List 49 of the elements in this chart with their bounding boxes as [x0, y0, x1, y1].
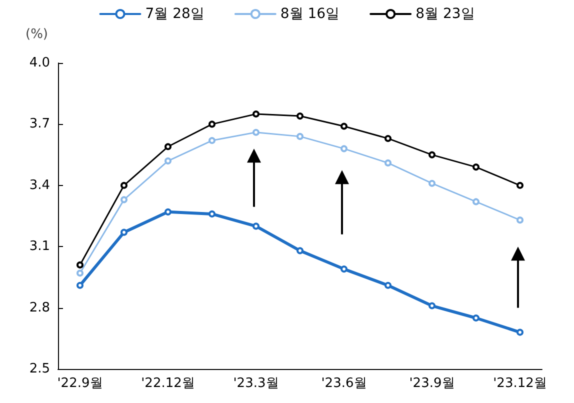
point [428, 180, 436, 187]
point [76, 282, 84, 289]
legend-label: 8월 23일 [416, 6, 475, 22]
point [76, 261, 84, 268]
y-tick-label: 3.1 [29, 239, 50, 254]
point [296, 132, 304, 140]
point [208, 137, 216, 144]
point [428, 302, 436, 310]
point [384, 134, 392, 142]
point [164, 157, 172, 164]
point [252, 110, 260, 118]
x-tick-label: '23.9월 [409, 376, 455, 391]
x-tick-label: '23.6월 [321, 376, 367, 391]
point [472, 314, 480, 322]
y-tick-label: 4.0 [29, 56, 50, 70]
legend-label: 8월 16일 [280, 6, 340, 22]
y-tick-label: 2.5 [29, 362, 50, 376]
point [252, 128, 260, 136]
point [472, 198, 480, 206]
point [120, 228, 128, 236]
point [252, 222, 260, 230]
y-axis-title: (%) [26, 27, 48, 42]
point [428, 151, 436, 158]
point [340, 266, 348, 273]
point [384, 282, 392, 289]
point [208, 210, 216, 218]
point [340, 122, 348, 130]
x-tick-label: '22.12월 [141, 376, 195, 391]
point [296, 247, 304, 254]
x-tick-label: '23.12월 [493, 376, 547, 391]
x-tick-label: '23.3월 [233, 376, 279, 391]
point [384, 159, 392, 166]
point [120, 196, 128, 204]
point [296, 112, 304, 120]
y-tick-label: 2.8 [29, 300, 50, 316]
point [164, 143, 172, 150]
point [516, 328, 524, 336]
point [340, 145, 348, 152]
point [208, 120, 216, 128]
legend-label: 7월 28일 [145, 6, 204, 22]
point [164, 208, 172, 216]
x-tick-label: '22.9월 [57, 376, 103, 391]
point [472, 164, 480, 171]
point [120, 182, 128, 189]
y-tick-label: 3.4 [29, 178, 50, 193]
y-tick-label: 3.7 [29, 116, 50, 132]
point [516, 182, 524, 189]
point [76, 270, 84, 277]
point [516, 216, 524, 224]
